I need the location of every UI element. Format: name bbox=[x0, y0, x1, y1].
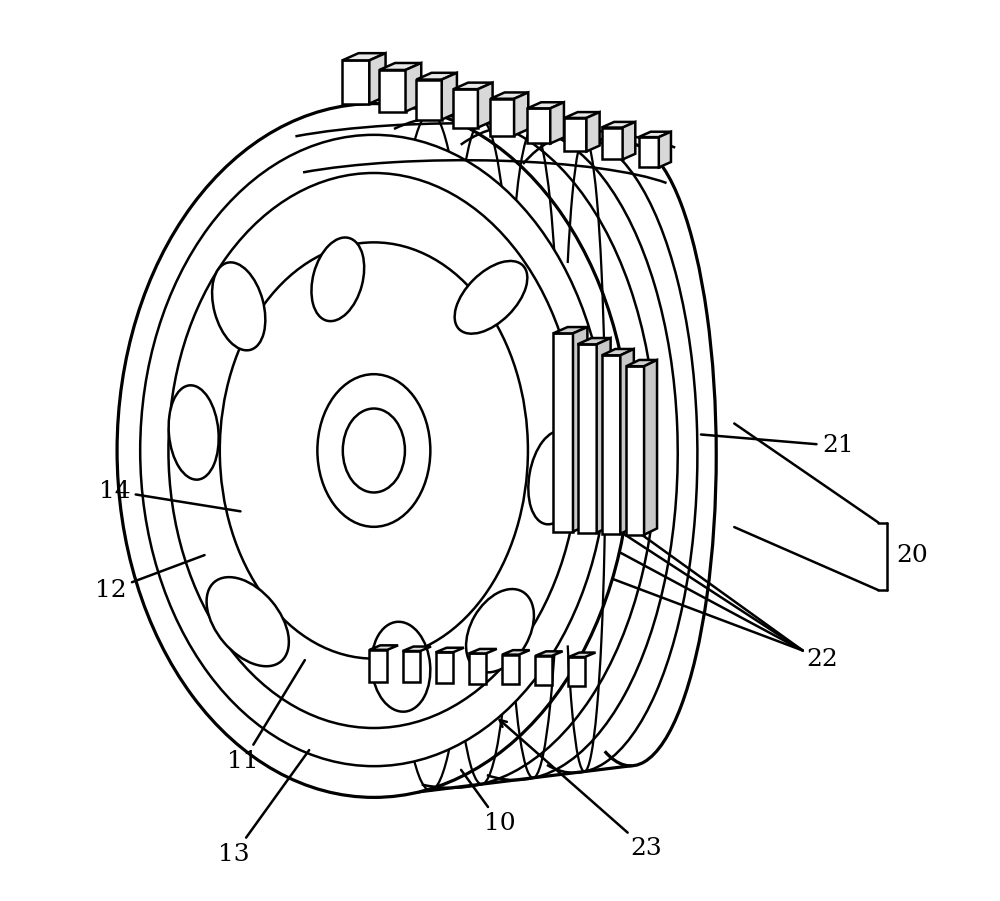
Polygon shape bbox=[527, 102, 564, 108]
Polygon shape bbox=[550, 102, 564, 143]
Polygon shape bbox=[568, 657, 585, 686]
Polygon shape bbox=[416, 79, 442, 120]
Ellipse shape bbox=[455, 261, 527, 333]
Polygon shape bbox=[403, 651, 420, 682]
Text: 21: 21 bbox=[701, 434, 854, 458]
Text: 10: 10 bbox=[461, 769, 516, 835]
Polygon shape bbox=[602, 128, 623, 159]
Polygon shape bbox=[620, 349, 634, 533]
Polygon shape bbox=[342, 60, 369, 104]
Polygon shape bbox=[553, 333, 573, 532]
Polygon shape bbox=[626, 359, 657, 366]
Polygon shape bbox=[578, 338, 611, 344]
Polygon shape bbox=[564, 118, 586, 151]
Polygon shape bbox=[602, 355, 620, 533]
Ellipse shape bbox=[117, 104, 631, 797]
Ellipse shape bbox=[169, 386, 219, 479]
Ellipse shape bbox=[168, 173, 579, 728]
Polygon shape bbox=[469, 653, 486, 684]
Polygon shape bbox=[639, 137, 659, 168]
Polygon shape bbox=[342, 53, 386, 60]
Polygon shape bbox=[659, 132, 671, 168]
Polygon shape bbox=[453, 83, 493, 89]
Polygon shape bbox=[436, 652, 453, 683]
Ellipse shape bbox=[212, 262, 265, 350]
Polygon shape bbox=[553, 327, 587, 333]
Polygon shape bbox=[639, 132, 671, 137]
Polygon shape bbox=[573, 327, 587, 532]
Polygon shape bbox=[416, 73, 457, 79]
Polygon shape bbox=[469, 649, 497, 653]
Polygon shape bbox=[403, 647, 431, 651]
Polygon shape bbox=[478, 83, 493, 128]
Ellipse shape bbox=[343, 408, 405, 493]
Polygon shape bbox=[602, 122, 635, 128]
Ellipse shape bbox=[207, 578, 289, 666]
Text: 14: 14 bbox=[99, 479, 240, 512]
Text: 20: 20 bbox=[896, 544, 928, 568]
Text: 13: 13 bbox=[218, 751, 309, 866]
Ellipse shape bbox=[220, 242, 528, 659]
Polygon shape bbox=[379, 63, 421, 70]
Polygon shape bbox=[623, 122, 635, 159]
Polygon shape bbox=[502, 651, 530, 655]
Ellipse shape bbox=[371, 622, 430, 712]
Polygon shape bbox=[406, 63, 421, 112]
Ellipse shape bbox=[311, 238, 364, 321]
Polygon shape bbox=[436, 648, 464, 652]
Polygon shape bbox=[535, 656, 552, 685]
Polygon shape bbox=[369, 53, 386, 104]
Ellipse shape bbox=[140, 135, 608, 766]
Text: 22: 22 bbox=[806, 648, 838, 671]
Polygon shape bbox=[442, 73, 457, 120]
Polygon shape bbox=[527, 108, 550, 143]
Polygon shape bbox=[586, 112, 600, 151]
Polygon shape bbox=[514, 93, 528, 135]
Ellipse shape bbox=[466, 589, 534, 672]
Polygon shape bbox=[626, 366, 644, 535]
Polygon shape bbox=[453, 89, 478, 128]
Polygon shape bbox=[369, 650, 387, 681]
Polygon shape bbox=[568, 652, 596, 657]
Text: 23: 23 bbox=[500, 720, 662, 860]
Ellipse shape bbox=[317, 374, 430, 527]
Polygon shape bbox=[597, 338, 611, 532]
Text: 11: 11 bbox=[227, 660, 305, 773]
Text: 12: 12 bbox=[95, 555, 205, 602]
Polygon shape bbox=[644, 359, 657, 535]
Ellipse shape bbox=[528, 431, 580, 524]
Polygon shape bbox=[490, 99, 514, 135]
Polygon shape bbox=[602, 349, 634, 355]
Polygon shape bbox=[502, 655, 519, 685]
Polygon shape bbox=[369, 645, 398, 650]
Polygon shape bbox=[564, 112, 600, 118]
Polygon shape bbox=[535, 651, 563, 656]
Polygon shape bbox=[578, 344, 597, 532]
Polygon shape bbox=[490, 93, 528, 99]
Polygon shape bbox=[379, 70, 406, 112]
